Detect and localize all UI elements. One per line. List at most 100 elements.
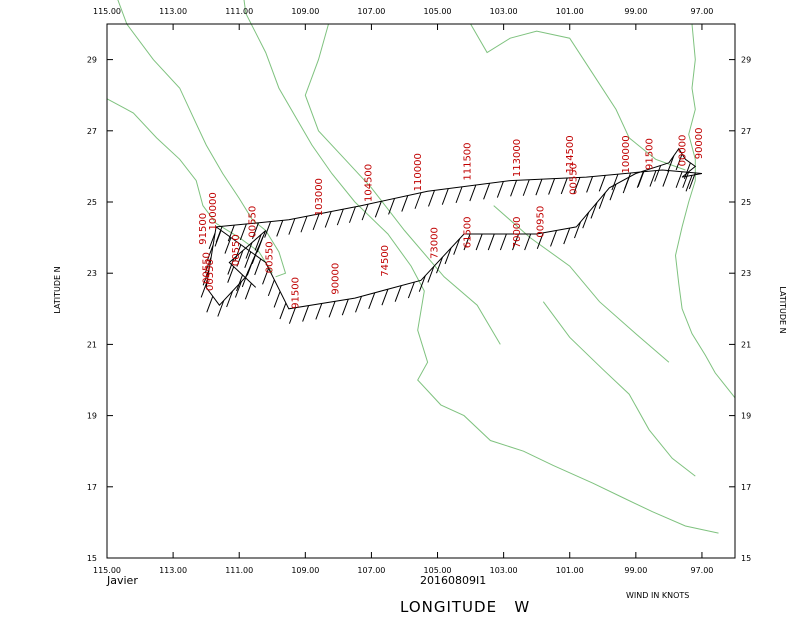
wind-barb <box>560 177 568 195</box>
wind-barb <box>336 208 344 226</box>
wind-barb <box>654 165 662 182</box>
wind-barb <box>348 206 356 223</box>
wind-barb <box>302 305 310 322</box>
axis-ticks: 115.00 115.00 113.00 113.00 111.00 111.00 109.… <box>87 7 751 575</box>
wind-barb <box>444 247 452 265</box>
lon-tick-label-bottom: 103.00 <box>490 566 518 575</box>
wind-barb <box>368 292 376 309</box>
wind-barb <box>622 176 630 194</box>
wind-barb <box>609 184 617 201</box>
wind-barb <box>254 234 262 251</box>
altitude-label: 61500 <box>463 216 474 248</box>
altitude-label: 74500 <box>380 245 391 277</box>
wind-barb <box>206 244 214 262</box>
lon-tick-label-top: 109.00 <box>291 7 319 16</box>
wind-barb <box>487 233 495 251</box>
wind-barb <box>685 175 693 192</box>
wind-barb <box>204 257 212 274</box>
wind-barb <box>675 153 683 171</box>
wind-barb <box>241 270 249 288</box>
wind-barb <box>573 177 581 194</box>
lon-tick-label-top: 101.00 <box>556 7 584 16</box>
wind-barb <box>267 279 275 297</box>
wind-barb <box>254 258 262 276</box>
altitude-label: 00950 <box>535 206 546 238</box>
lon-tick-label-top: 105.00 <box>424 7 452 16</box>
wind-barb <box>637 170 645 188</box>
wind-barb <box>535 178 543 196</box>
lon-tick-label-bottom: 107.00 <box>357 566 385 575</box>
lon-tick-label-top: 107.00 <box>357 7 385 16</box>
wind-barb <box>234 244 242 261</box>
wind-barb <box>236 274 243 292</box>
wind-barb <box>276 220 284 237</box>
altitude-label: 73000 <box>430 227 441 259</box>
wind-barb <box>236 250 244 267</box>
lat-tick-label-left: 15 <box>87 554 97 563</box>
wind-barb <box>262 268 270 285</box>
lon-tick-label-bottom: 109.00 <box>291 566 319 575</box>
wind-barb <box>649 170 657 187</box>
wind-barb <box>279 302 287 320</box>
wind-barb <box>563 227 571 245</box>
lat-tick-label-right: 15 <box>741 554 751 563</box>
wind-barb <box>550 230 557 247</box>
altitude-label: 103000 <box>314 178 325 216</box>
wind-barb <box>227 266 235 283</box>
wind-barb <box>475 233 483 251</box>
lat-tick-label-left: 23 <box>87 269 97 278</box>
wind-barb <box>374 201 382 218</box>
wind-barb <box>227 224 235 242</box>
wind-barb <box>548 178 556 195</box>
wind-barb <box>341 299 349 316</box>
lat-tick-label-right: 27 <box>741 127 751 136</box>
wind-barb <box>208 232 216 250</box>
wind-barb <box>586 176 594 193</box>
altitude-label: 70000 <box>512 216 523 248</box>
lon-tick-label-bottom: 97.00 <box>690 566 713 575</box>
lon-tick-label-top: 113.00 <box>159 7 187 16</box>
wind-barb <box>244 283 252 300</box>
lat-tick-label-right: 25 <box>741 198 751 207</box>
coastline <box>106 0 736 534</box>
y-axis-title-left: LATITUDE N <box>53 266 62 313</box>
wind-barb <box>510 180 518 197</box>
wind-barb <box>688 172 696 190</box>
lat-tick-label-left: 19 <box>87 412 97 421</box>
altitude-label: 91500 <box>198 213 209 245</box>
wind-barb <box>590 202 598 219</box>
wind-barb <box>234 281 242 298</box>
wind-barb <box>252 222 259 239</box>
wind-barb <box>683 162 691 180</box>
lat-tick-label-right: 21 <box>741 340 751 349</box>
altitude-label: 00550 <box>264 241 275 273</box>
coastline-segment <box>304 23 501 345</box>
altitude-label: 111500 <box>463 142 474 180</box>
wind-barb <box>598 192 606 209</box>
wind-barb <box>496 181 504 198</box>
lat-tick-label-left: 21 <box>87 340 97 349</box>
altitude-label: 00550 <box>231 234 242 266</box>
datetime-label: 20160809I1 <box>420 574 487 587</box>
track-leg <box>215 162 670 310</box>
altitude-label: 00550 <box>248 206 259 238</box>
lon-tick-label-top: 115.00 <box>93 7 121 16</box>
altitude-label: 91500 <box>291 277 302 309</box>
wind-barb <box>288 218 296 235</box>
wind-barb <box>453 238 461 255</box>
altitude-label: 104500 <box>363 164 374 202</box>
altitude-label: 90000 <box>330 263 341 295</box>
wind-barb <box>227 258 235 275</box>
altitude-label: 100000 <box>208 192 219 230</box>
wind-barb <box>361 203 369 221</box>
lon-tick-label-bottom: 101.00 <box>556 566 584 575</box>
wind-barb <box>414 192 422 209</box>
lat-tick-label-right: 29 <box>741 56 751 65</box>
wind-barb <box>667 155 675 172</box>
map-frame <box>106 23 736 559</box>
lon-tick-label-bottom: 115.00 <box>93 566 121 575</box>
track-leg <box>216 169 702 228</box>
wind-barb <box>675 171 683 188</box>
wind-barb <box>200 281 208 298</box>
